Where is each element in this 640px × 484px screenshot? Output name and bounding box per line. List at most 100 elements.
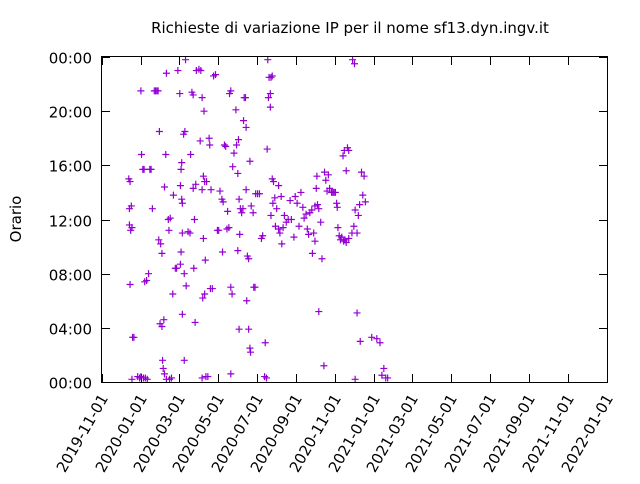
- data-point: [155, 127, 163, 135]
- data-point: [159, 356, 167, 364]
- data-point: [368, 333, 376, 341]
- data-point: [224, 207, 232, 215]
- data-point: [176, 90, 184, 98]
- data-point: [314, 201, 322, 209]
- data-point: [127, 202, 135, 210]
- data-point: [251, 283, 259, 291]
- data-point: [299, 203, 307, 211]
- data-point: [176, 182, 184, 190]
- data-point: [211, 71, 219, 79]
- data-point: [268, 72, 276, 80]
- data-point: [342, 167, 350, 175]
- data-point: [333, 203, 341, 211]
- data-point: [191, 318, 199, 326]
- data-point: [201, 290, 209, 298]
- data-point: [273, 205, 281, 213]
- data-point: [358, 168, 366, 176]
- data-point: [203, 178, 211, 186]
- data-point: [230, 149, 238, 157]
- data-point: [227, 283, 235, 291]
- data-point: [189, 91, 197, 99]
- data-point: [178, 229, 186, 237]
- data-point: [234, 247, 242, 255]
- data-point: [126, 178, 134, 186]
- data-point: [137, 87, 145, 95]
- data-point: [287, 216, 295, 223]
- data-point: [242, 123, 250, 131]
- data-point: [271, 194, 279, 202]
- data-point: [180, 270, 188, 278]
- data-point: [178, 199, 186, 207]
- data-point: [198, 374, 206, 382]
- plot-frame: [101, 56, 608, 383]
- data-point: [232, 106, 240, 114]
- data-point: [128, 375, 136, 383]
- data-point: [177, 248, 185, 256]
- data-point: [205, 134, 213, 142]
- data-point: [249, 209, 257, 217]
- data-point: [148, 205, 156, 213]
- data-point: [263, 374, 271, 382]
- data-point: [295, 222, 303, 230]
- data-point: [181, 127, 189, 135]
- data-point: [245, 325, 253, 333]
- data-point: [190, 216, 198, 223]
- data-point: [300, 214, 308, 222]
- data-point: [199, 172, 207, 180]
- data-point: [303, 225, 311, 233]
- data-point: [279, 224, 287, 232]
- data-point: [356, 337, 364, 345]
- data-point: [235, 325, 243, 333]
- data-point: [286, 197, 294, 205]
- data-point: [351, 206, 359, 214]
- data-point: [267, 211, 275, 219]
- data-point: [278, 240, 286, 248]
- data-point: [331, 188, 339, 196]
- data-point: [126, 281, 134, 288]
- data-point: [187, 151, 195, 158]
- data-point: [320, 362, 328, 370]
- data-point: [130, 333, 138, 341]
- data-point: [219, 248, 227, 256]
- data-point: [290, 233, 298, 241]
- data-point: [198, 186, 206, 194]
- data-point: [293, 199, 301, 207]
- y-tick-label: 16:00: [49, 158, 92, 176]
- data-point: [169, 290, 177, 298]
- data-point: [177, 165, 185, 173]
- data-point: [176, 260, 184, 268]
- data-point: [227, 87, 235, 95]
- data-point: [263, 145, 271, 153]
- y-tick-label: 08:00: [49, 267, 92, 285]
- data-point: [333, 199, 341, 207]
- data-point: [162, 69, 170, 77]
- data-point: [261, 339, 269, 347]
- data-point: [198, 94, 206, 102]
- data-point: [141, 278, 149, 286]
- data-point: [361, 198, 369, 206]
- data-point: [200, 107, 208, 115]
- data-point: [199, 234, 207, 242]
- data-point: [190, 264, 198, 272]
- data-point: [182, 56, 190, 64]
- data-point: [208, 285, 216, 293]
- data-point: [182, 282, 190, 290]
- data-point: [291, 192, 299, 200]
- data-point: [380, 364, 388, 372]
- data-point: [297, 188, 305, 196]
- data-point: [219, 198, 227, 206]
- data-point: [189, 184, 197, 192]
- data-point: [166, 214, 174, 222]
- data-point: [311, 237, 319, 245]
- y-tick-label: 00:00: [49, 375, 92, 393]
- data-point: [326, 184, 334, 192]
- data-point: [240, 117, 248, 125]
- data-point: [277, 192, 285, 200]
- data-point: [204, 373, 212, 381]
- data-point: [145, 270, 153, 278]
- data-point: [310, 229, 318, 237]
- data-point: [353, 309, 361, 317]
- y-tick-label: 20:00: [49, 104, 92, 122]
